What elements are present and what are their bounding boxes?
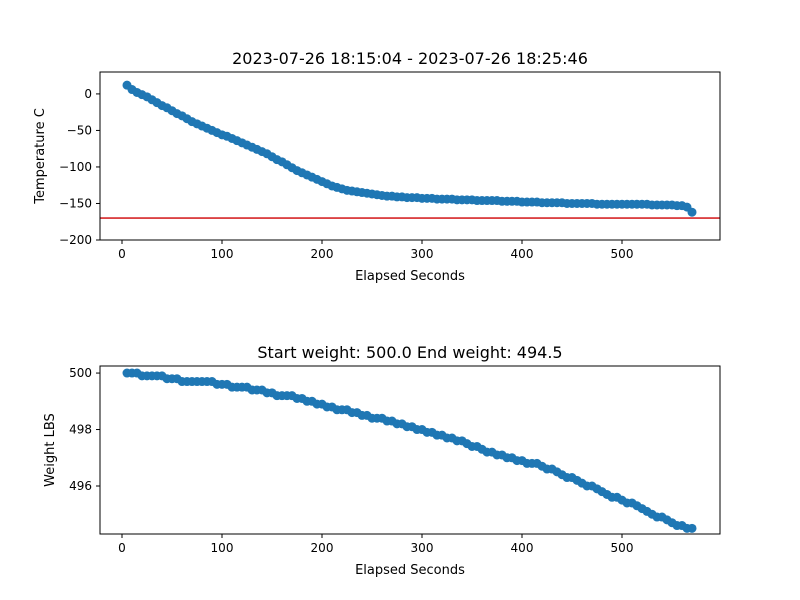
plot-frame	[99, 365, 721, 535]
x-tick-label: 200	[311, 541, 334, 555]
x-tick-label: 100	[211, 541, 234, 555]
y-tick-label: −50	[67, 123, 92, 137]
y-axis-label: Temperature C	[33, 108, 48, 205]
temperature-chart: 2023-07-26 18:15:04 - 2023-07-26 18:25:4…	[33, 49, 721, 284]
y-tick-label: −200	[59, 233, 92, 247]
x-tick-label: 0	[118, 541, 126, 555]
y-tick-label: 500	[69, 366, 92, 380]
data-point	[687, 523, 697, 533]
x-tick-label: 400	[511, 247, 534, 261]
x-axis-label: Elapsed Seconds	[355, 269, 465, 284]
y-tick-label: −100	[59, 160, 92, 174]
x-tick-label: 0	[118, 247, 126, 261]
data-point	[687, 207, 697, 217]
y-tick-label: −150	[59, 196, 92, 210]
x-tick-label: 300	[411, 541, 434, 555]
y-tick-label: 498	[69, 423, 92, 437]
x-tick-label: 400	[511, 541, 534, 555]
x-tick-label: 500	[611, 247, 634, 261]
chart-title: Start weight: 500.0 End weight: 494.5	[257, 343, 562, 362]
chart-title: 2023-07-26 18:15:04 - 2023-07-26 18:25:4…	[232, 49, 588, 68]
x-tick-label: 500	[611, 541, 634, 555]
x-axis-ticks: 0 100 200 300 400 500	[118, 240, 633, 261]
y-tick-label: 0	[84, 87, 92, 101]
y-axis-ticks: 0 −50 −100 −150 −200	[59, 87, 100, 247]
data-points	[122, 80, 697, 217]
x-tick-label: 100	[211, 247, 234, 261]
y-tick-label: 496	[69, 479, 92, 493]
plot-frame	[99, 71, 721, 241]
y-axis-ticks: 500 498 496	[69, 366, 100, 493]
weight-chart: Start weight: 500.0 End weight: 494.5 0 1…	[43, 343, 721, 578]
x-tick-label: 300	[411, 247, 434, 261]
y-axis-label: Weight LBS	[43, 413, 58, 487]
data-points	[122, 368, 697, 533]
x-axis-label: Elapsed Seconds	[355, 563, 465, 578]
x-axis-ticks: 0 100 200 300 400 500	[118, 534, 633, 555]
x-tick-label: 200	[311, 247, 334, 261]
